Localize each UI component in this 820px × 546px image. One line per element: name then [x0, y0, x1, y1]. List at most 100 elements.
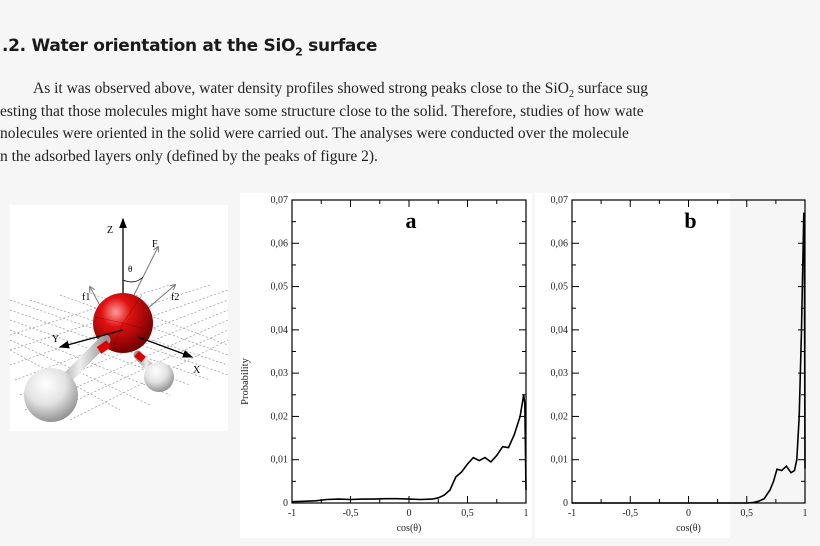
data-point — [472, 456, 474, 459]
data-point — [338, 498, 340, 500]
y-tick-label: 0,06 — [271, 238, 289, 249]
data-point — [361, 498, 363, 500]
water-molecule-diagram: Z F θ f1 f2 Y X — [9, 217, 229, 422]
section-title-end: surface — [302, 36, 378, 56]
data-point — [803, 242, 806, 244]
y-tick-label: 0,06 — [551, 238, 569, 249]
data-point — [314, 500, 316, 502]
x-tick-label: 0 — [407, 508, 412, 519]
section-title-subscript: 2 — [295, 45, 303, 59]
data-point — [793, 469, 796, 472]
data-point — [455, 476, 457, 478]
data-point — [523, 394, 525, 396]
paragraph-line: esting that those molecules might have s… — [0, 102, 644, 120]
z-label: Z — [107, 225, 113, 236]
section-number: .2. — [2, 36, 26, 56]
data-point — [408, 498, 410, 500]
chart-a-panel: 0 0,01 0,02 0,03 0,04 0,05 0,06 0,07 -1 -0,5 0 0,5 1… — [240, 193, 532, 538]
y-tick-label: 0,02 — [551, 411, 569, 422]
data-point — [804, 467, 806, 469]
data-point — [798, 415, 800, 418]
data-point — [803, 212, 805, 214]
paragraph-line: nolecules were oriented in the solid wer… — [0, 125, 629, 142]
data-point — [466, 463, 469, 465]
y-tick-label: 0 — [283, 498, 288, 509]
x-tick-label: 0 — [686, 508, 691, 519]
x-tick-label: -0,5 — [343, 508, 359, 519]
data-point — [772, 480, 775, 482]
data-point — [396, 498, 398, 500]
subscript: 2 — [568, 89, 574, 101]
data-series-line — [572, 212, 806, 504]
theta-label: θ — [128, 264, 132, 274]
x-tick-label: 1 — [803, 508, 808, 519]
data-point — [763, 498, 765, 500]
data-point — [420, 498, 422, 501]
y-tick-label: 0,04 — [271, 325, 289, 336]
data-series-line — [291, 394, 527, 503]
data-point — [431, 498, 433, 500]
text: surface sug — [573, 80, 648, 97]
x-tick-label: -1 — [288, 508, 296, 519]
x-tick-label: 0,5 — [461, 508, 474, 519]
y-tick-label: 0,01 — [551, 455, 569, 466]
data-point — [303, 500, 305, 502]
data-point — [443, 494, 445, 496]
data-point — [461, 471, 463, 473]
paragraph-line: As it was observed above, water density … — [0, 78, 820, 101]
data-point — [490, 461, 492, 463]
chart-b-panel — [535, 193, 730, 538]
data-point — [437, 497, 439, 499]
data-point — [513, 434, 515, 436]
x-tick-label: 1 — [524, 508, 529, 519]
data-point — [800, 329, 803, 331]
y-tick-label: 0 — [563, 498, 568, 509]
section-heading: .2. Water orientation at the SiO2 surfac… — [2, 36, 377, 58]
y-tick-label: 0,02 — [271, 411, 289, 422]
x-axis-label: cos(θ) — [676, 523, 701, 534]
y-tick-label: 0,07 — [551, 195, 569, 206]
data-point — [524, 402, 526, 405]
y-axis-label: Probability — [240, 357, 251, 404]
chart-b: 0 0,01 0,02 0,03 0,04 0,05 0,06 0,07 -1 -0,5 0 0,5 1… — [551, 195, 808, 534]
data-point — [776, 468, 778, 470]
data-point — [496, 454, 498, 456]
panel-label: b — [684, 208, 696, 233]
theta-arc — [122, 276, 144, 283]
chart-a: 0 0,01 0,02 0,03 0,04 0,05 0,06 0,07 -1 -0,5 0 0,5 1… — [240, 195, 529, 534]
f2-label: f2 — [171, 292, 179, 303]
data-point — [502, 446, 504, 448]
y-tick-label: 0,03 — [551, 368, 569, 379]
hydrogen-atom-large — [24, 368, 78, 422]
f-label: F — [152, 239, 158, 250]
data-point — [291, 501, 293, 503]
data-point — [757, 500, 759, 502]
data-point — [484, 456, 486, 459]
x-label: X — [193, 365, 201, 376]
y-tick-label: 0,07 — [271, 195, 289, 206]
data-point — [385, 498, 387, 500]
x-tick-label: -1 — [568, 508, 576, 519]
x-tick-label: 0,5 — [741, 508, 754, 519]
f1-label: f1 — [82, 292, 90, 303]
water-molecule-figure: Z F θ f1 f2 Y X — [9, 205, 229, 431]
section-title: Water orientation at the SiO — [31, 36, 296, 56]
x-axis-label: cos(θ) — [397, 523, 422, 534]
plot-frame — [291, 199, 527, 504]
data-point — [785, 465, 787, 467]
y-axis-arrow — [58, 329, 124, 349]
data-point — [507, 446, 510, 449]
data-point — [373, 498, 375, 500]
y-tick-label: 0,01 — [271, 455, 289, 466]
data-point — [746, 502, 748, 504]
text: As it was observed above, water density … — [33, 80, 569, 97]
data-point — [790, 472, 792, 474]
data-point — [769, 489, 771, 491]
data-point — [751, 501, 754, 504]
y-tick-label: 0,03 — [271, 368, 289, 379]
panel-label: a — [406, 208, 417, 233]
x-axis-arrow — [137, 336, 194, 358]
data-point — [796, 459, 798, 461]
data-point — [449, 489, 451, 491]
y-tick-label: 0,05 — [271, 282, 289, 293]
